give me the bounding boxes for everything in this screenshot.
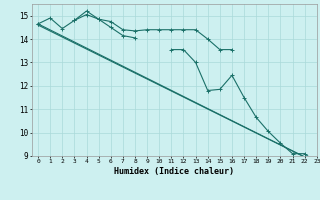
X-axis label: Humidex (Indice chaleur): Humidex (Indice chaleur) (115, 167, 234, 176)
